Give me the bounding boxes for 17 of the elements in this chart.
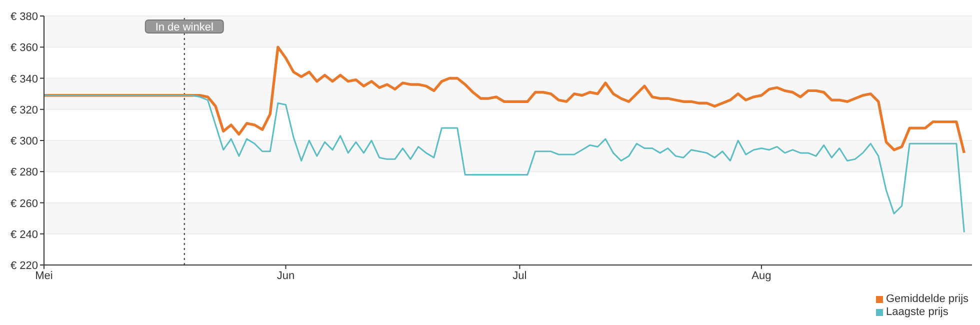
x-tick-label: Aug bbox=[752, 270, 772, 282]
y-tick-label: € 340 bbox=[10, 73, 38, 86]
y-tick-label: € 240 bbox=[10, 228, 38, 241]
y-tick-label: € 360 bbox=[10, 42, 38, 54]
y-tick-label: € 280 bbox=[10, 166, 38, 179]
x-tick-label: Mei bbox=[35, 270, 53, 282]
line-series bbox=[44, 94, 965, 234]
ref-line-label: In de winkel bbox=[155, 22, 214, 34]
legend-label: Gemiddelde prijs bbox=[886, 293, 969, 306]
y-tick-label: € 320 bbox=[10, 104, 38, 116]
y-tick-label: € 300 bbox=[10, 136, 38, 148]
legend-label: Laagste prijs bbox=[886, 306, 948, 319]
x-tick-label: Jul bbox=[512, 270, 527, 282]
y-tick-label: € 380 bbox=[10, 11, 38, 23]
y-tick-label: € 260 bbox=[10, 198, 38, 210]
x-tick-label: Jun bbox=[276, 270, 295, 282]
y-tick-label: € 220 bbox=[10, 260, 38, 272]
